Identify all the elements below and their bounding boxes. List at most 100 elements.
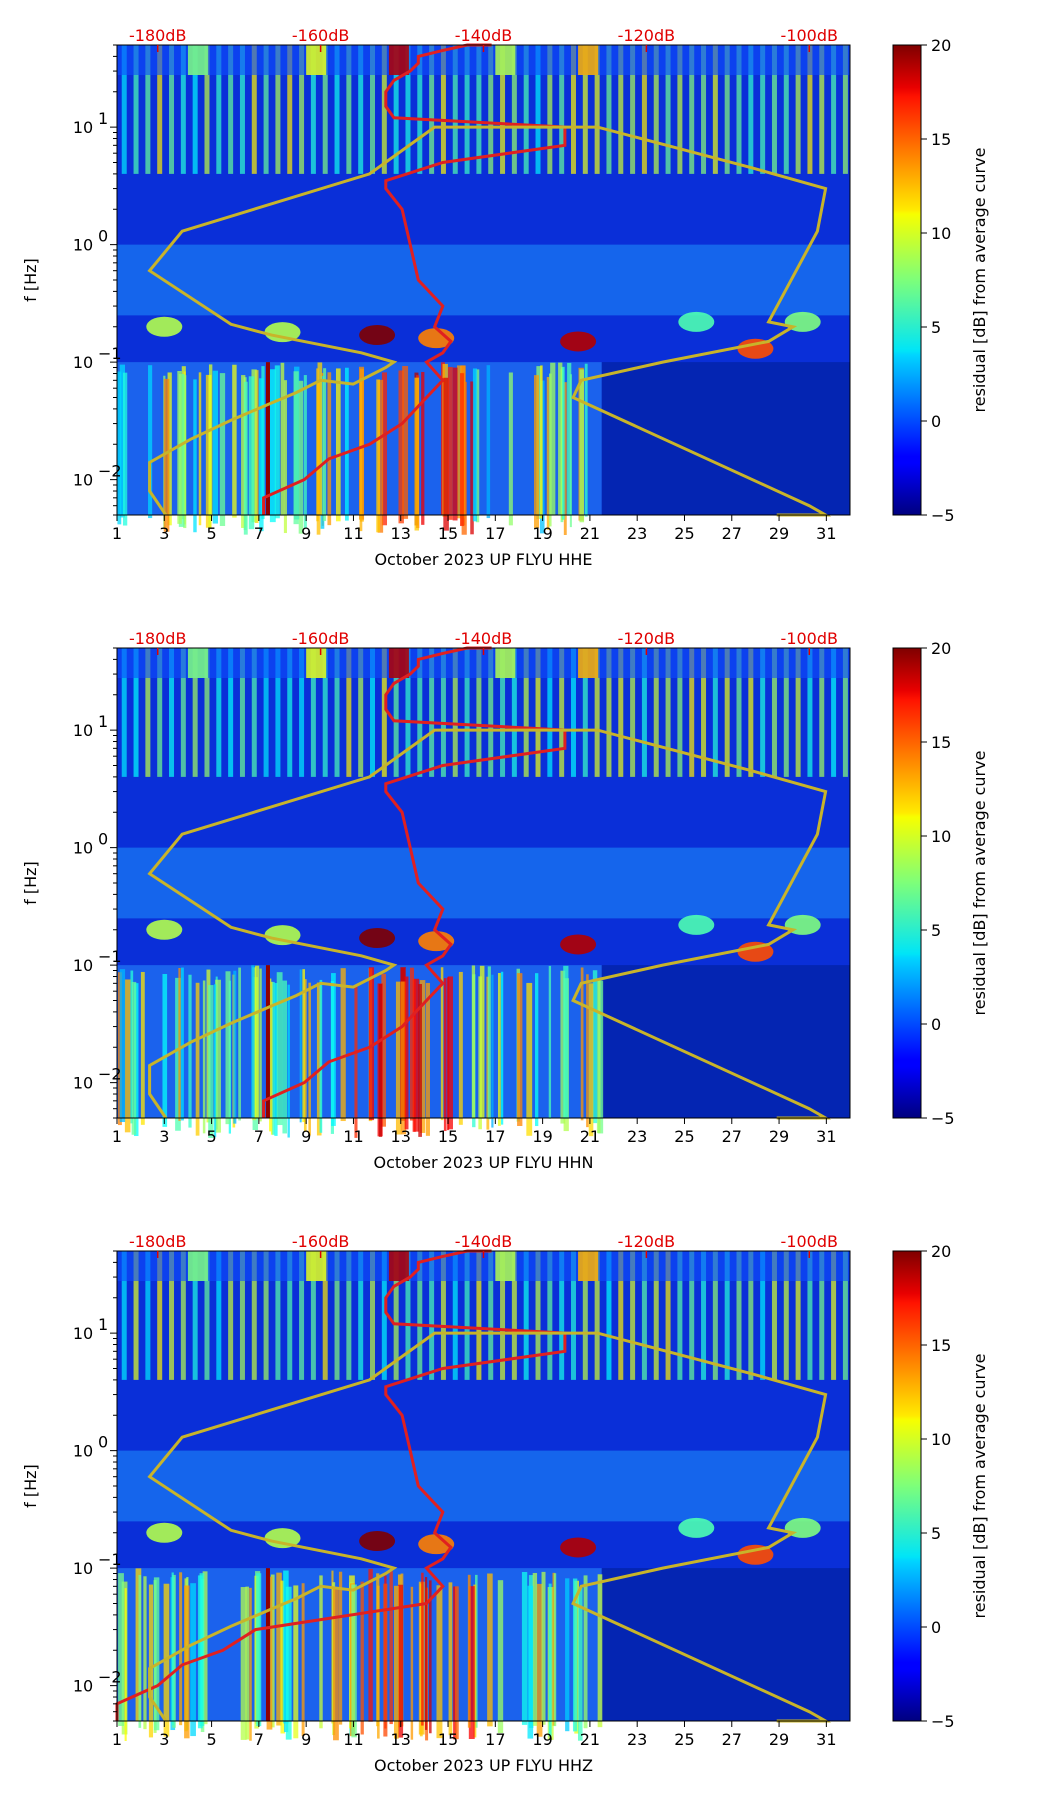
db-tick-label: -180dB — [129, 629, 186, 648]
colorbar-tick-label: 10 — [931, 1430, 951, 1449]
db-tick-label: -120dB — [618, 26, 675, 45]
colorbar: 20 15 10 5 0 −5 residual [dB] from average cur… — [892, 36, 989, 525]
red-reference-curve — [115, 1249, 567, 1721]
x-tick-label: 31 — [816, 1730, 836, 1749]
colorbar-tick-label: 20 — [931, 639, 951, 658]
y-tick-exponent: −2 — [98, 1668, 122, 1687]
y-tick-exponent: −2 — [98, 462, 122, 481]
x-tick-label: 31 — [816, 524, 836, 543]
y-tick-label: 10 — [73, 353, 93, 372]
red-reference-curve — [262, 646, 567, 1118]
y-tick-exponent: 0 — [98, 227, 108, 246]
x-axis-label: October 2023 UP FLYU HHN — [374, 1153, 594, 1172]
colorbar-tick-label: 15 — [931, 1336, 951, 1355]
db-tick-label: -140dB — [455, 26, 512, 45]
y-tick-label: 10 — [73, 118, 93, 137]
colorbar-tick-label: −5 — [931, 1109, 955, 1128]
db-tick-label: -160dB — [292, 26, 349, 45]
spectrogram-heatmap — [117, 45, 850, 535]
yellow-noise-model-curve — [147, 1331, 832, 1723]
y-tick-label: 10 — [73, 1324, 93, 1343]
colorbar-tick-label: 5 — [931, 1524, 941, 1543]
colorbar-tick-label: 0 — [931, 1015, 941, 1034]
db-tick-label: -100dB — [781, 629, 838, 648]
x-tick-label: 13 — [391, 1127, 411, 1146]
x-tick-label: 27 — [722, 1730, 742, 1749]
y-tick-label: 10 — [73, 1074, 93, 1093]
y-tick-label: 10 — [73, 471, 93, 490]
x-tick-label: 15 — [438, 1730, 458, 1749]
x-tick-label: 7 — [254, 1730, 264, 1749]
db-tick-label: -180dB — [129, 1232, 186, 1251]
colorbar: 20 15 10 5 0 −5 residual [dB] from average cur… — [892, 639, 989, 1128]
x-tick-label: 21 — [580, 1127, 600, 1146]
x-tick-label: 23 — [627, 1730, 647, 1749]
y-tick-label: 10 — [73, 721, 93, 740]
y-tick-exponent: −2 — [98, 1065, 122, 1084]
x-axis-label: October 2023 UP FLYU HHZ — [374, 1756, 593, 1775]
db-tick-label: -100dB — [781, 26, 838, 45]
x-tick-label: 15 — [438, 524, 458, 543]
x-tick-label: 5 — [206, 1127, 216, 1146]
db-tick-label: -180dB — [129, 26, 186, 45]
db-tick-label: -100dB — [781, 1232, 838, 1251]
colorbar-tick-label: 15 — [931, 130, 951, 149]
y-tick-exponent: 1 — [98, 712, 108, 731]
y-axis-label: f [Hz] — [21, 258, 40, 302]
colorbar-tick-label: −5 — [931, 506, 955, 525]
x-tick-label: 27 — [722, 1127, 742, 1146]
db-tick-label: -120dB — [618, 629, 675, 648]
x-tick-label: 7 — [254, 524, 264, 543]
colorbar-tick-label: 5 — [931, 921, 941, 940]
x-tick-label: 17 — [485, 1730, 505, 1749]
colorbar-label: residual [dB] from average curve — [970, 751, 989, 1016]
spectrogram-heatmap — [117, 1251, 850, 1741]
y-tick-label: 10 — [73, 956, 93, 975]
x-tick-label: 11 — [343, 1127, 363, 1146]
y-tick-exponent: −1 — [98, 947, 122, 966]
colorbar: 20 15 10 5 0 −5 residual [dB] from average cur… — [892, 1242, 989, 1731]
y-axis-label: f [Hz] — [21, 861, 40, 905]
x-axis-label: October 2023 UP FLYU HHE — [374, 550, 592, 569]
y-axis-label: f [Hz] — [21, 1464, 40, 1508]
y-tick-label: 10 — [73, 236, 93, 255]
x-tick-label: 3 — [159, 524, 169, 543]
spectrogram-heatmap — [117, 648, 850, 1138]
x-tick-label: 29 — [769, 1730, 789, 1749]
yellow-noise-model-curve — [147, 728, 832, 1120]
db-tick-label: -160dB — [292, 1232, 349, 1251]
x-tick-label: 25 — [674, 1127, 694, 1146]
y-tick-label: 10 — [73, 1559, 93, 1578]
x-tick-label: 1 — [112, 1730, 122, 1749]
x-tick-label: 23 — [627, 524, 647, 543]
colorbar-label: residual [dB] from average curve — [970, 148, 989, 413]
x-tick-label: 3 — [159, 1730, 169, 1749]
colorbar-tick-label: 0 — [931, 1618, 941, 1637]
y-tick-label: 10 — [73, 1442, 93, 1461]
db-tick-label: -160dB — [292, 629, 349, 648]
x-tick-label: 27 — [722, 524, 742, 543]
db-tick-label: -140dB — [455, 1232, 512, 1251]
x-tick-label: 21 — [580, 1730, 600, 1749]
x-tick-label: 29 — [769, 524, 789, 543]
x-tick-label: 5 — [206, 524, 216, 543]
x-tick-label: 25 — [674, 524, 694, 543]
y-tick-exponent: 0 — [98, 830, 108, 849]
x-tick-label: 19 — [532, 524, 552, 543]
y-tick-exponent: −1 — [98, 344, 122, 363]
colorbar-label: residual [dB] from average curve — [970, 1354, 989, 1619]
x-tick-label: 21 — [580, 524, 600, 543]
x-tick-label: 19 — [532, 1730, 552, 1749]
x-tick-label: 19 — [532, 1127, 552, 1146]
x-tick-label: 23 — [627, 1127, 647, 1146]
y-tick-exponent: −1 — [98, 1550, 122, 1569]
x-tick-label: 15 — [438, 1127, 458, 1146]
colorbar-tick-label: 20 — [931, 36, 951, 55]
x-tick-label: 17 — [485, 524, 505, 543]
colorbar-tick-label: 15 — [931, 733, 951, 752]
y-tick-exponent: 1 — [98, 109, 108, 128]
x-tick-label: 25 — [674, 1730, 694, 1749]
x-tick-label: 1 — [112, 1127, 122, 1146]
